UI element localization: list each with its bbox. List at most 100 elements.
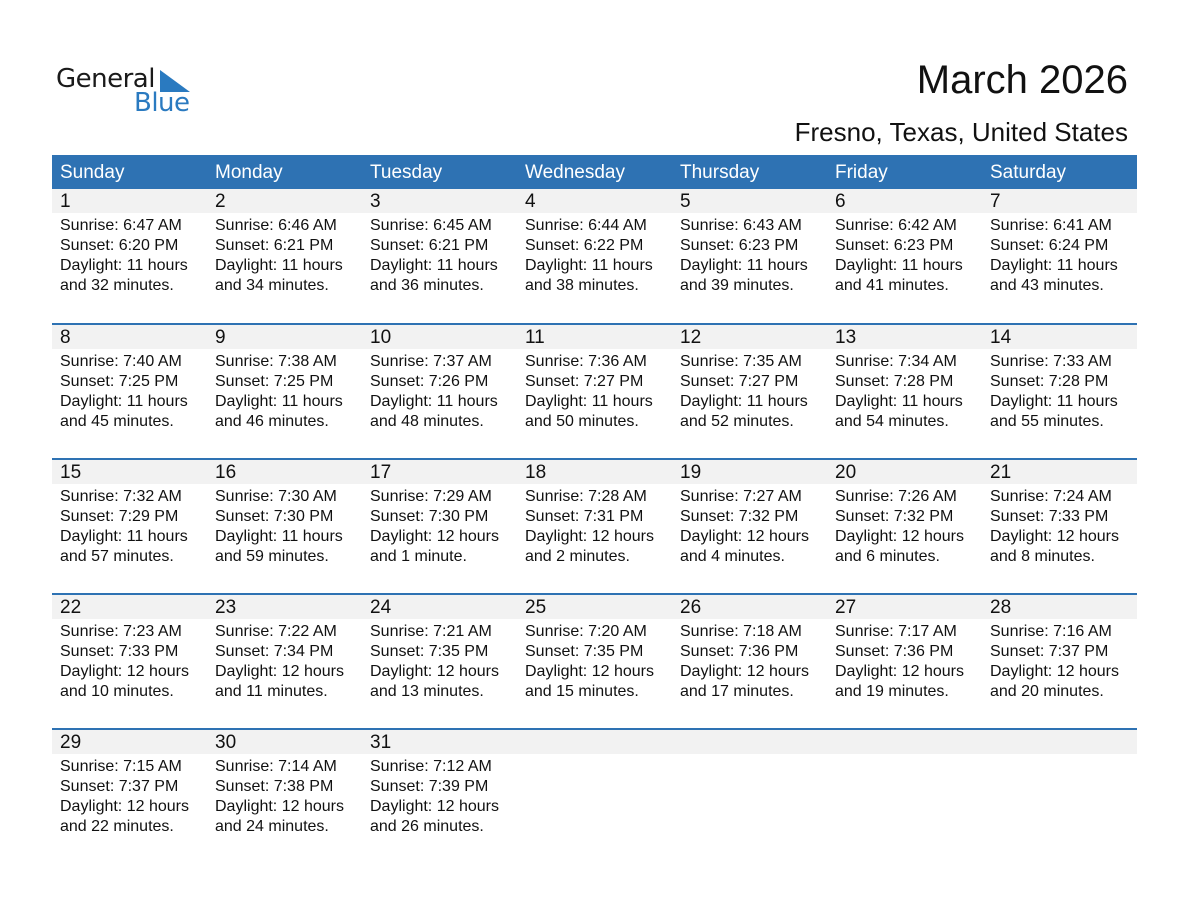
day-cell: Sunrise: 7:16 AM Sunset: 7:37 PM Daylight:…	[982, 619, 1137, 702]
day-number	[982, 730, 1137, 754]
day-cell	[982, 754, 1137, 837]
day-number: 10	[370, 327, 392, 348]
day-cell: Sunrise: 6:45 AM Sunset: 6:21 PM Daylight:…	[362, 213, 517, 296]
sunset-text: Sunset: 7:38 PM	[215, 778, 334, 795]
week-row: 22 23 24 25 26 27 28 Sunrise: 7:23 AM Sunset: 7:…	[52, 593, 1137, 728]
day-number: 23	[215, 597, 237, 618]
sunrise-text: Sunrise: 7:15 AM	[60, 758, 182, 775]
day-cell	[827, 754, 982, 837]
minutes-text: and 34 minutes.	[215, 277, 329, 294]
day-cell: Sunrise: 7:15 AM Sunset: 7:37 PM Daylight:…	[52, 754, 207, 837]
daylight-text: Daylight: 11 hours	[215, 528, 343, 545]
sunset-text: Sunset: 7:27 PM	[525, 373, 644, 390]
sunrise-text: Sunrise: 6:43 AM	[680, 217, 802, 234]
daylight-text: Daylight: 12 hours	[370, 528, 499, 545]
day-cell: Sunrise: 7:22 AM Sunset: 7:34 PM Daylight:…	[207, 619, 362, 702]
minutes-text: and 46 minutes.	[215, 413, 329, 430]
day-number: 20	[835, 462, 857, 483]
week-row: 8 9 10 11 12 13 14 Sunrise: 7:40 AM Sunset: 7:25…	[52, 323, 1137, 458]
daylight-text: Daylight: 11 hours	[525, 257, 653, 274]
day-cell: Sunrise: 6:44 AM Sunset: 6:22 PM Daylight:…	[517, 213, 672, 296]
daylight-text: Daylight: 11 hours	[215, 393, 343, 410]
weekday-tuesday: Tuesday	[370, 162, 443, 183]
minutes-text: and 20 minutes.	[990, 683, 1104, 700]
daylight-text: Daylight: 12 hours	[680, 663, 809, 680]
sunset-text: Sunset: 7:39 PM	[370, 778, 489, 795]
logo-text-general: General	[56, 64, 155, 94]
daylight-text: Daylight: 12 hours	[835, 528, 964, 545]
sunset-text: Sunset: 6:21 PM	[370, 237, 489, 254]
day-number: 14	[990, 327, 1012, 348]
daylight-text: Daylight: 12 hours	[525, 663, 654, 680]
sunrise-text: Sunrise: 7:30 AM	[215, 488, 337, 505]
sunrise-text: Sunrise: 7:35 AM	[680, 353, 802, 370]
sunrise-text: Sunrise: 7:14 AM	[215, 758, 337, 775]
day-number: 7	[990, 191, 1001, 212]
day-info-row: Sunrise: 7:23 AM Sunset: 7:33 PM Daylight:…	[52, 619, 1137, 702]
sunrise-text: Sunrise: 7:17 AM	[835, 623, 957, 640]
daylight-text: Daylight: 11 hours	[60, 528, 188, 545]
day-number: 24	[370, 597, 392, 618]
day-number: 25	[525, 597, 547, 618]
weekday-thursday: Thursday	[680, 162, 760, 183]
sunset-text: Sunset: 7:25 PM	[60, 373, 179, 390]
weekday-saturday: Saturday	[990, 162, 1067, 183]
day-cell: Sunrise: 7:35 AM Sunset: 7:27 PM Daylight:…	[672, 349, 827, 432]
daylight-text: Daylight: 12 hours	[835, 663, 964, 680]
daylight-text: Daylight: 11 hours	[60, 257, 188, 274]
day-number: 12	[680, 327, 702, 348]
sunset-text: Sunset: 7:36 PM	[680, 643, 799, 660]
sunset-text: Sunset: 7:30 PM	[215, 508, 334, 525]
sunset-text: Sunset: 7:33 PM	[60, 643, 179, 660]
minutes-text: and 43 minutes.	[990, 277, 1104, 294]
sunrise-text: Sunrise: 7:40 AM	[60, 353, 182, 370]
sunrise-text: Sunrise: 6:42 AM	[835, 217, 957, 234]
day-number: 19	[680, 462, 702, 483]
daylight-text: Daylight: 12 hours	[525, 528, 654, 545]
weekday-sunday: Sunday	[60, 162, 125, 183]
day-info-row: Sunrise: 7:32 AM Sunset: 7:29 PM Daylight:…	[52, 484, 1137, 567]
sunset-text: Sunset: 7:37 PM	[990, 643, 1109, 660]
weekday-monday: Monday	[215, 162, 283, 183]
minutes-text: and 57 minutes.	[60, 548, 174, 565]
minutes-text: and 50 minutes.	[525, 413, 639, 430]
day-number: 6	[835, 191, 846, 212]
daylight-text: Daylight: 12 hours	[370, 798, 499, 815]
day-number: 2	[215, 191, 226, 212]
minutes-text: and 45 minutes.	[60, 413, 174, 430]
minutes-text: and 2 minutes.	[525, 548, 630, 565]
minutes-text: and 52 minutes.	[680, 413, 794, 430]
day-number	[672, 730, 827, 754]
day-cell: Sunrise: 7:38 AM Sunset: 7:25 PM Daylight:…	[207, 349, 362, 432]
sunrise-text: Sunrise: 7:36 AM	[525, 353, 647, 370]
minutes-text: and 1 minute.	[370, 548, 467, 565]
weekday-friday: Friday	[835, 162, 888, 183]
sunset-text: Sunset: 7:35 PM	[525, 643, 644, 660]
day-number: 15	[60, 462, 82, 483]
sunrise-text: Sunrise: 7:21 AM	[370, 623, 492, 640]
day-cell	[517, 754, 672, 837]
day-number: 29	[60, 732, 82, 753]
sunrise-text: Sunrise: 7:26 AM	[835, 488, 957, 505]
sunrise-text: Sunrise: 7:12 AM	[370, 758, 492, 775]
sunrise-text: Sunrise: 6:44 AM	[525, 217, 647, 234]
day-cell: Sunrise: 6:43 AM Sunset: 6:23 PM Daylight:…	[672, 213, 827, 296]
sunset-text: Sunset: 7:33 PM	[990, 508, 1109, 525]
sunrise-text: Sunrise: 7:37 AM	[370, 353, 492, 370]
sunrise-text: Sunrise: 7:22 AM	[215, 623, 337, 640]
sunset-text: Sunset: 7:29 PM	[60, 508, 179, 525]
sunset-text: Sunset: 7:37 PM	[60, 778, 179, 795]
day-number: 11	[525, 327, 545, 348]
day-cell: Sunrise: 7:34 AM Sunset: 7:28 PM Daylight:…	[827, 349, 982, 432]
minutes-text: and 13 minutes.	[370, 683, 484, 700]
minutes-text: and 59 minutes.	[215, 548, 329, 565]
sunset-text: Sunset: 7:31 PM	[525, 508, 644, 525]
day-cell: Sunrise: 7:29 AM Sunset: 7:30 PM Daylight:…	[362, 484, 517, 567]
week-row: 1 2 3 4 5 6 7 Sunrise: 6:47 AM Sunset: 6:20 PM Da…	[52, 189, 1137, 323]
sunrise-text: Sunrise: 7:24 AM	[990, 488, 1112, 505]
minutes-text: and 15 minutes.	[525, 683, 639, 700]
day-number	[827, 730, 982, 754]
page-title: March 2026	[916, 58, 1128, 102]
daylight-text: Daylight: 12 hours	[990, 528, 1119, 545]
minutes-text: and 48 minutes.	[370, 413, 484, 430]
